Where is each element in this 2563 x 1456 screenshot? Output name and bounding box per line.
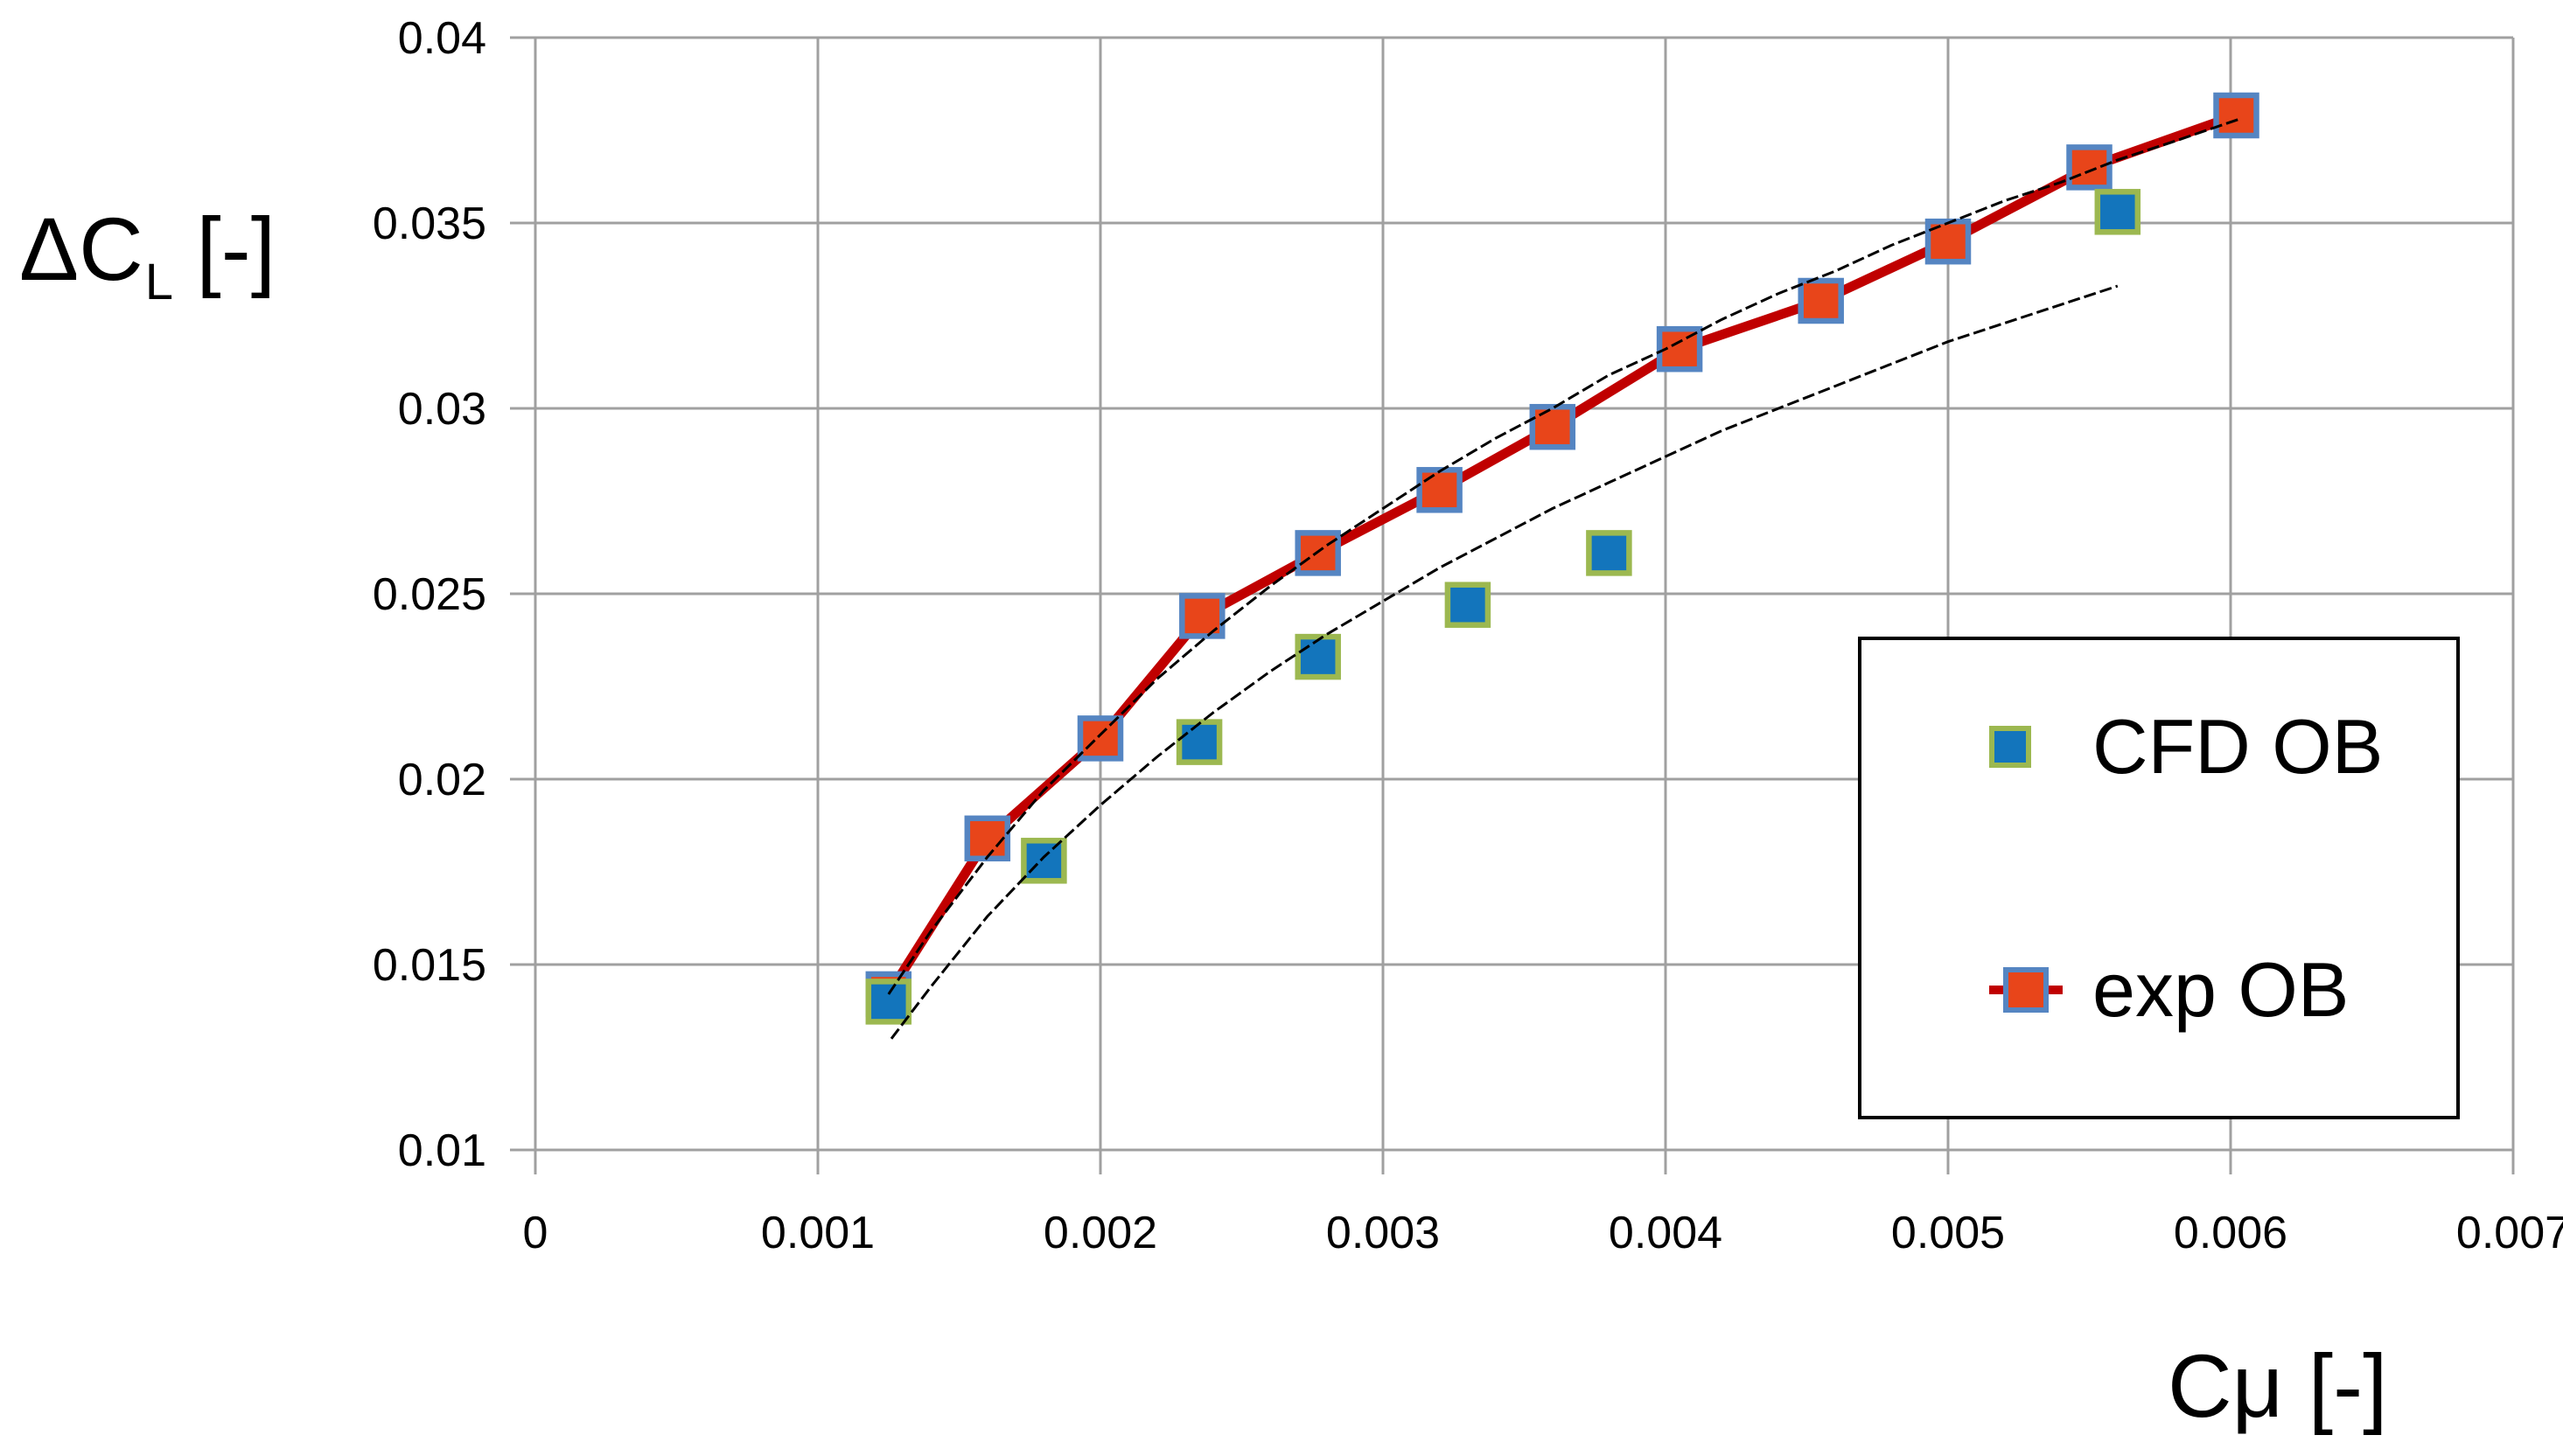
y-axis-title-subscript: L — [144, 254, 174, 310]
exp-data-point — [2213, 92, 2259, 139]
cfd-data-point — [2094, 189, 2141, 235]
legend-box: CFD OB exp OB — [1858, 637, 2460, 1119]
y-axis-title-suffix: [-] — [171, 199, 276, 299]
y-axis-title: ΔCL [-] — [19, 202, 276, 309]
exp-data-point — [1416, 467, 1463, 513]
x-axis-title: Cμ [-] — [2168, 1336, 2388, 1436]
x-tick-label: 0.001 — [761, 1208, 875, 1258]
cfd-data-point — [1176, 719, 1223, 765]
trendline — [887, 117, 2240, 995]
cfd-data-point — [1295, 633, 1341, 680]
exp-data-point — [2066, 144, 2113, 191]
x-tick-label: 0.006 — [2174, 1208, 2287, 1258]
exp-square-marker-icon — [2003, 967, 2049, 1013]
x-tick-label: 0.002 — [1044, 1208, 1157, 1258]
x-tick-label: 0.007 — [2456, 1208, 2563, 1258]
x-tick-label: 0 — [523, 1208, 548, 1258]
cfd-data-point — [1586, 530, 1632, 576]
y-tick-label: 0.01 — [398, 1125, 486, 1176]
exp-data-point — [964, 815, 1011, 862]
exp-data-point — [1798, 277, 1844, 324]
tick-marks — [510, 36, 2515, 1174]
x-tick-label: 0.003 — [1326, 1208, 1440, 1258]
y-tick-label: 0.04 — [398, 13, 486, 64]
exp-data-point — [1529, 403, 1576, 450]
cfd-data-point — [865, 979, 912, 1025]
trendline — [890, 284, 2119, 1040]
exp-data-point — [1077, 715, 1124, 762]
y-tick-label: 0.03 — [398, 384, 486, 435]
exp-marker-area — [1989, 965, 2070, 1014]
y-tick-label: 0.02 — [398, 755, 486, 805]
cfd-data-point — [1444, 582, 1491, 628]
cfd-marker-area — [1989, 726, 2070, 768]
y-tick-label: 0.035 — [373, 199, 486, 249]
exp-line-marker-icon — [1989, 965, 2063, 1014]
x-tick-label: 0.005 — [1891, 1208, 2005, 1258]
cfd-data-point — [1021, 838, 1067, 884]
x-tick-label: 0.004 — [1609, 1208, 1722, 1258]
legend-label-cfd: CFD OB — [2092, 703, 2384, 790]
y-tick-label: 0.015 — [373, 940, 486, 991]
cfd-square-marker-icon — [1989, 726, 2031, 768]
legend-entry-exp-ob: exp OB — [1989, 951, 2349, 1028]
legend-entry-cfd-ob: CFD OB — [1989, 708, 2383, 785]
y-tick-label: 0.025 — [373, 569, 486, 620]
y-axis-title-prefix: ΔC — [19, 199, 143, 299]
tick-labels: 0 0.001 0.002 0.003 0.004 0.005 0.006 0.007 0.01… — [373, 13, 2563, 1258]
series-layer — [865, 92, 2259, 1040]
legend-label-exp: exp OB — [2092, 946, 2350, 1033]
